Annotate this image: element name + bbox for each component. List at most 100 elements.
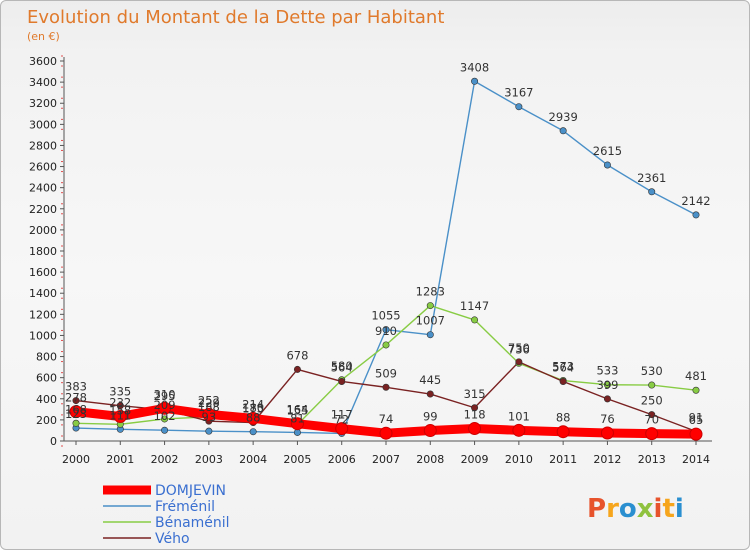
data-label: 72 bbox=[334, 412, 349, 426]
x-tick-label: 2010 bbox=[505, 453, 533, 466]
logo-letter: i bbox=[654, 494, 663, 524]
data-point bbox=[382, 383, 390, 391]
data-point bbox=[382, 341, 390, 349]
data-label: 564 bbox=[331, 360, 353, 374]
data-point bbox=[471, 316, 479, 324]
data-label: 209 bbox=[154, 398, 176, 412]
y-tick-label: 1200 bbox=[29, 308, 57, 321]
data-label: 1147 bbox=[460, 299, 489, 313]
y-tick-label: 1000 bbox=[29, 329, 57, 342]
data-label: 580 bbox=[331, 359, 353, 373]
data-point bbox=[648, 411, 656, 419]
data-point bbox=[290, 417, 304, 431]
logo-letter: i bbox=[675, 494, 684, 524]
data-point bbox=[689, 427, 703, 441]
data-label: 99 bbox=[423, 410, 438, 424]
logo-letter: t bbox=[662, 494, 674, 524]
y-tick-label: 3400 bbox=[29, 76, 57, 89]
y-tick-label: 2000 bbox=[29, 224, 57, 237]
series-points bbox=[69, 77, 703, 441]
legend-label: Fréménil bbox=[155, 499, 215, 515]
data-point bbox=[692, 211, 700, 219]
data-point bbox=[202, 407, 216, 421]
x-tick-label: 2003 bbox=[195, 453, 223, 466]
data-label: 1055 bbox=[371, 309, 400, 323]
data-label: 74 bbox=[379, 412, 394, 426]
data-point bbox=[158, 401, 172, 415]
data-label: 2615 bbox=[593, 144, 622, 158]
data-point bbox=[692, 386, 700, 394]
data-label: 573 bbox=[552, 360, 574, 374]
data-label: 2361 bbox=[637, 171, 666, 185]
data-point bbox=[426, 302, 434, 310]
data-label: 564 bbox=[552, 360, 574, 374]
data-label: 123 bbox=[65, 407, 87, 421]
data-point bbox=[515, 103, 523, 111]
logo-letter: r bbox=[606, 494, 619, 524]
data-label: 229 bbox=[198, 396, 220, 410]
data-label: 65 bbox=[689, 413, 704, 427]
data-point bbox=[161, 415, 169, 423]
data-point bbox=[515, 358, 523, 366]
y-tick-label: 600 bbox=[36, 372, 57, 385]
data-point bbox=[603, 161, 611, 169]
data-label: 102 bbox=[154, 409, 176, 423]
data-label: 232 bbox=[109, 396, 131, 410]
data-point bbox=[471, 77, 479, 85]
legend-label: Vého bbox=[155, 531, 190, 547]
data-label: 445 bbox=[419, 373, 441, 387]
data-label: 168 bbox=[65, 402, 87, 416]
data-label: 399 bbox=[596, 378, 618, 392]
y-tick-label: 1600 bbox=[29, 266, 57, 279]
data-label: 530 bbox=[641, 364, 663, 378]
data-label: 910 bbox=[375, 324, 397, 338]
data-label: 678 bbox=[286, 348, 308, 362]
x-tick-label: 2009 bbox=[461, 453, 489, 466]
proxiti-logo: Proxiti bbox=[587, 494, 684, 524]
data-label: 310 bbox=[154, 387, 176, 401]
data-label: 250 bbox=[641, 394, 663, 408]
data-point bbox=[603, 381, 611, 389]
data-point bbox=[600, 426, 614, 440]
x-tick-label: 2007 bbox=[372, 453, 400, 466]
data-label: 155 bbox=[286, 404, 308, 418]
logo-letter: x bbox=[637, 494, 654, 524]
data-label: 736 bbox=[508, 342, 530, 356]
legend-label: DOMJEVIN bbox=[155, 483, 226, 499]
data-label: 335 bbox=[109, 385, 131, 399]
y-tick-label: 400 bbox=[36, 393, 57, 406]
data-point bbox=[161, 426, 169, 434]
x-tick-label: 2000 bbox=[62, 453, 90, 466]
data-point bbox=[379, 426, 393, 440]
y-tick-label: 1800 bbox=[29, 245, 57, 258]
data-label: 175 bbox=[242, 402, 264, 416]
x-tick-label: 2002 bbox=[151, 453, 179, 466]
x-tick-label: 2011 bbox=[549, 453, 577, 466]
data-point bbox=[69, 405, 83, 419]
data-point bbox=[426, 390, 434, 398]
data-label: 117 bbox=[331, 408, 353, 422]
data-label: 88 bbox=[556, 411, 571, 425]
data-point bbox=[648, 381, 656, 389]
data-label: 509 bbox=[375, 366, 397, 380]
data-label: 188 bbox=[198, 400, 220, 414]
y-tick-label: 2800 bbox=[29, 139, 57, 152]
data-label: 2939 bbox=[549, 110, 578, 124]
x-tick-label: 2005 bbox=[283, 453, 311, 466]
data-label: 3167 bbox=[504, 86, 533, 100]
data-label: 481 bbox=[685, 369, 707, 383]
data-label: 278 bbox=[65, 391, 87, 405]
y-tick-label: 3200 bbox=[29, 97, 57, 110]
data-point bbox=[468, 422, 482, 436]
data-point bbox=[72, 419, 80, 427]
data-point bbox=[559, 127, 567, 135]
data-point bbox=[246, 411, 260, 425]
y-tick-label: 1400 bbox=[29, 287, 57, 300]
x-tick-label: 2013 bbox=[638, 453, 666, 466]
data-label: 91 bbox=[689, 410, 704, 424]
x-tick-label: 2008 bbox=[416, 453, 444, 466]
data-label: 70 bbox=[644, 413, 659, 427]
data-label: 164 bbox=[286, 403, 308, 417]
